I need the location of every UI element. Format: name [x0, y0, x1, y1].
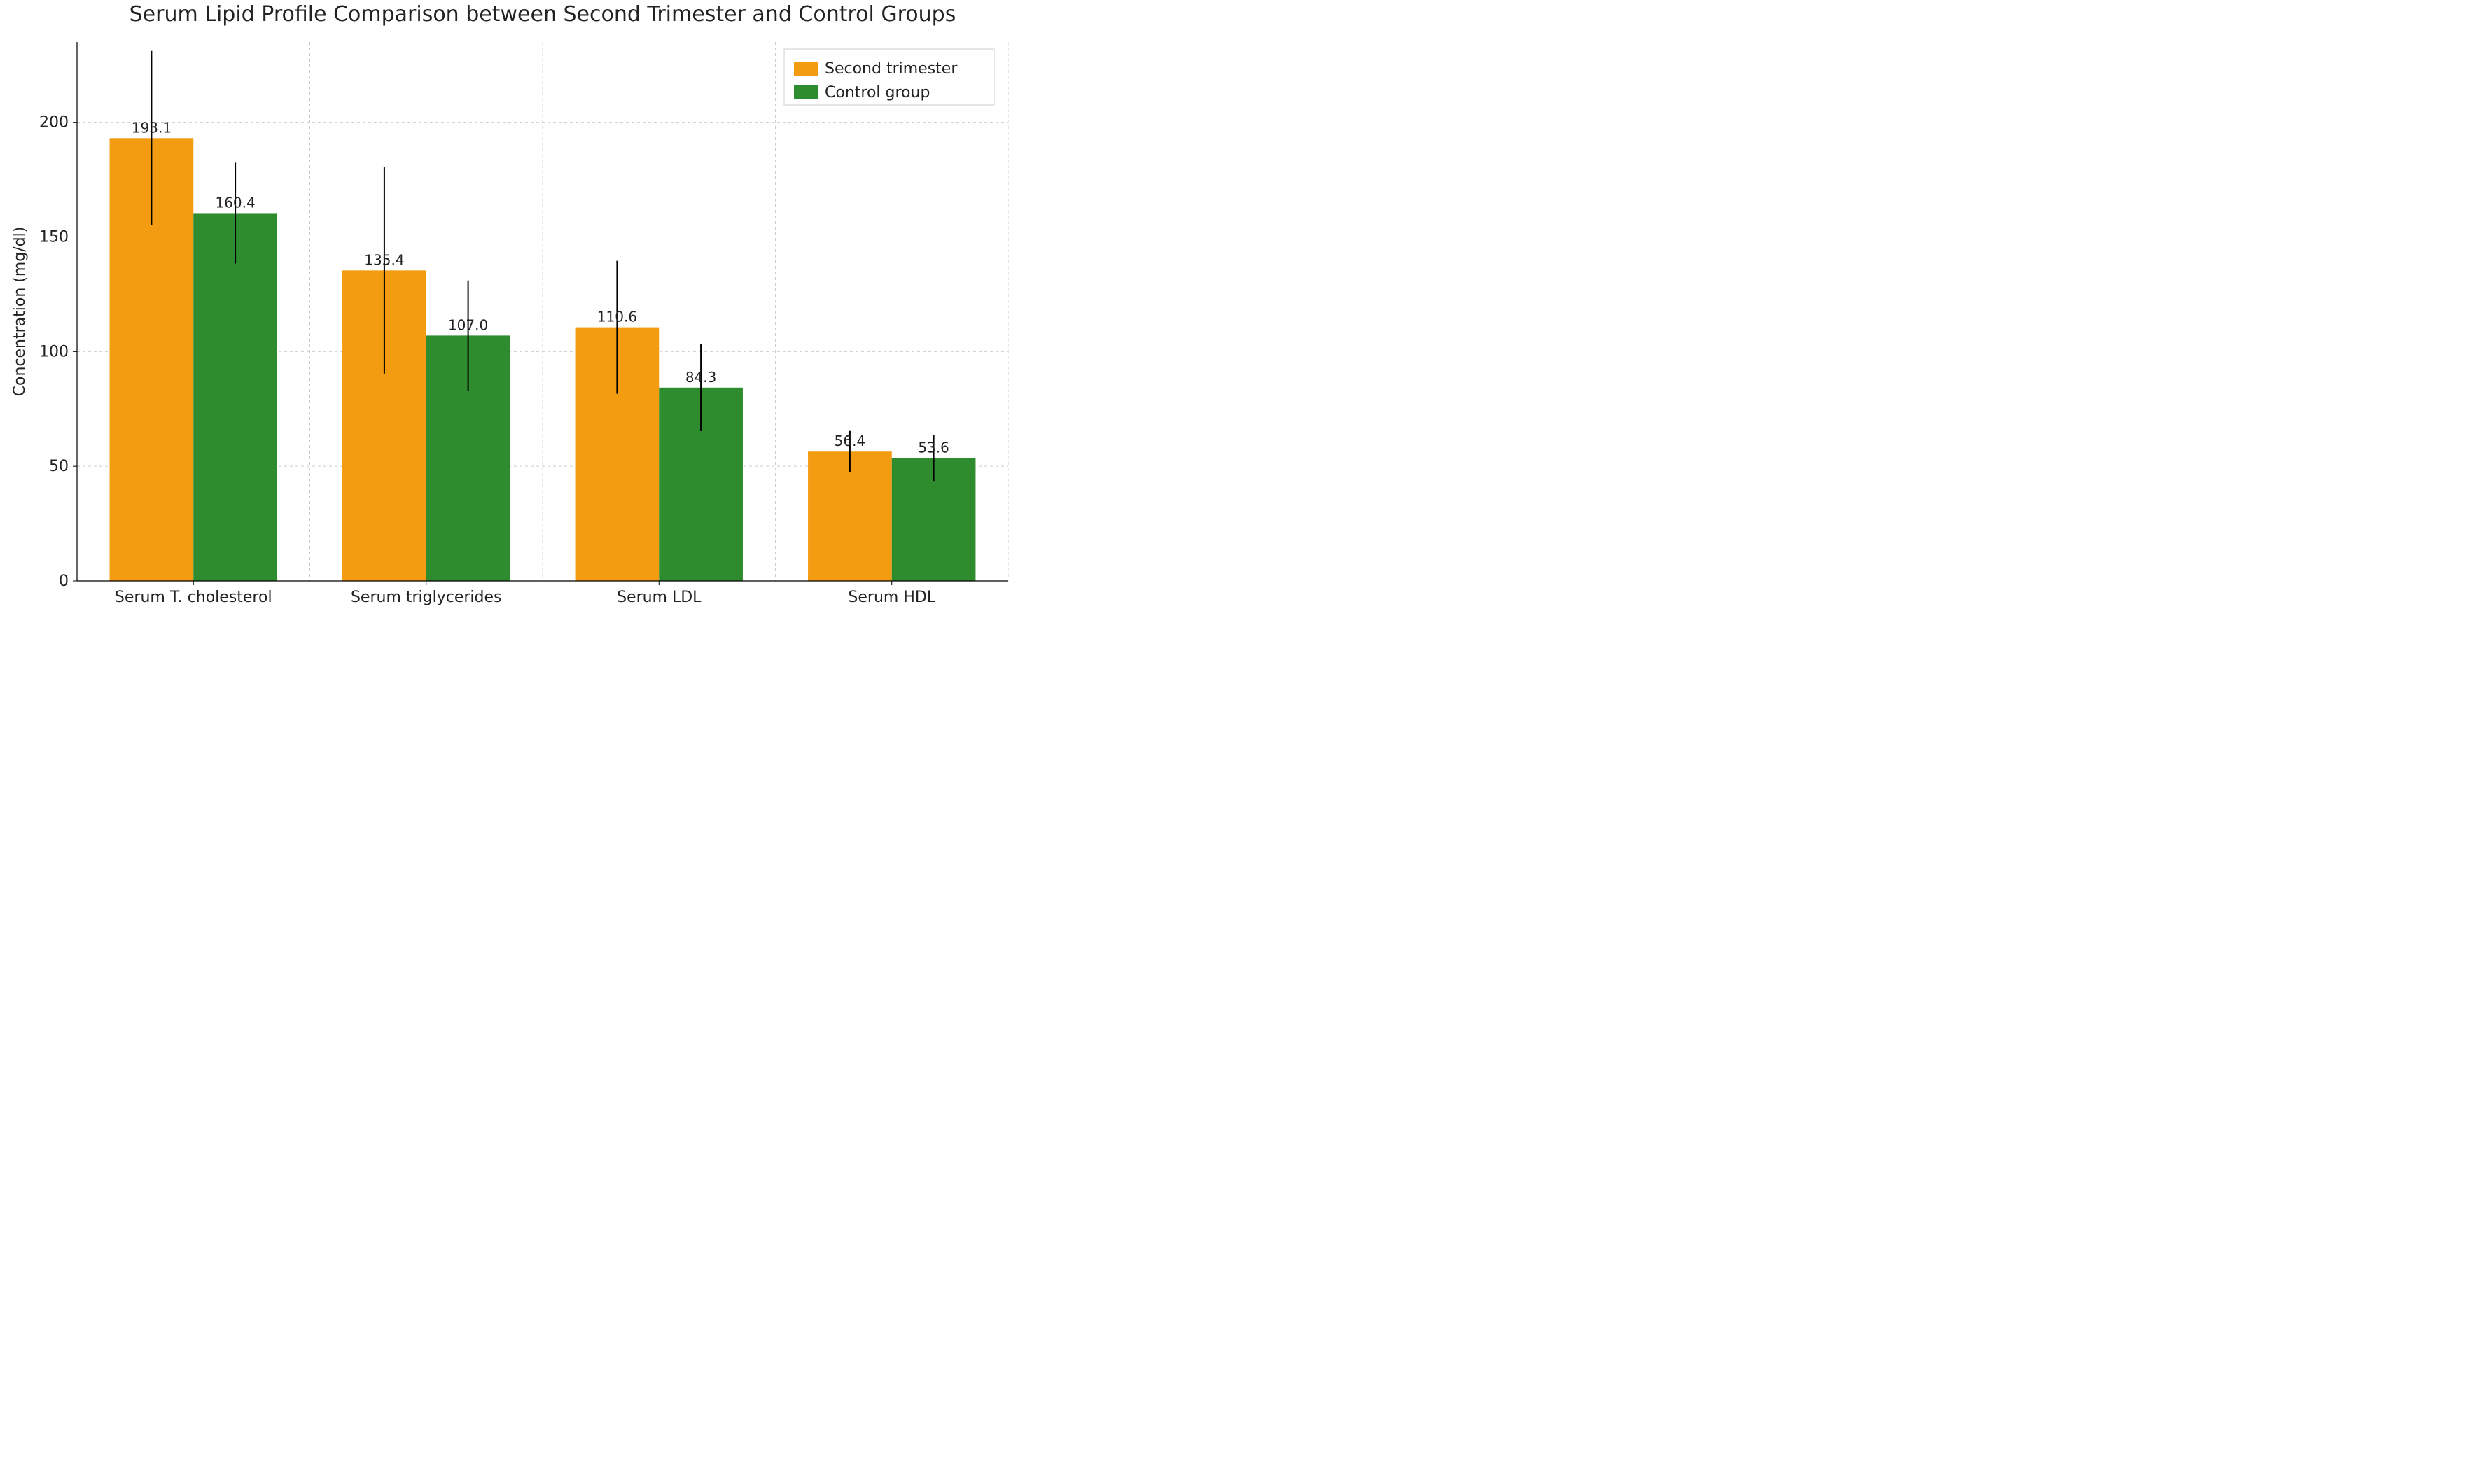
y-tick-label: 0 [59, 573, 69, 590]
y-tick-label: 150 [39, 229, 69, 246]
bar-value-label: 193.1 [132, 119, 172, 136]
x-tick-label: Serum triglycerides [351, 589, 502, 606]
legend-label: Second trimester [825, 60, 958, 78]
bar-value-label: 84.3 [685, 369, 717, 386]
y-tick-label: 100 [39, 343, 69, 360]
lipid-bar-chart: 193.1 135.4 110.6 56.4 160.4 107.0 84.3 53.6 0 50… [0, 0, 1024, 616]
x-tick-label: Serum HDL [848, 589, 935, 606]
chart-title: Serum Lipid Profile Comparison between S… [130, 2, 956, 27]
chart-container: 193.1 135.4 110.6 56.4 160.4 107.0 84.3 53.6 0 50… [0, 0, 1024, 616]
y-tick-label: 50 [49, 458, 69, 475]
x-tick-label: Serum T. cholesterol [115, 589, 272, 606]
bar-value-label: 160.4 [215, 194, 255, 211]
bar-value-label: 107.0 [448, 316, 488, 333]
y-axis-label: Concentration (mg/dl) [11, 227, 29, 397]
bar [193, 213, 277, 581]
bar-value-label: 110.6 [597, 309, 637, 326]
legend-swatch [794, 62, 818, 76]
bar-value-label: 56.4 [835, 433, 866, 449]
legend-label: Control group [825, 84, 930, 102]
x-tick-label: Serum LDL [617, 589, 702, 606]
bar-value-label: 135.4 [364, 251, 404, 268]
legend-swatch [794, 85, 818, 99]
bar-value-label: 53.6 [918, 439, 949, 456]
y-tick-label: 200 [39, 114, 69, 132]
